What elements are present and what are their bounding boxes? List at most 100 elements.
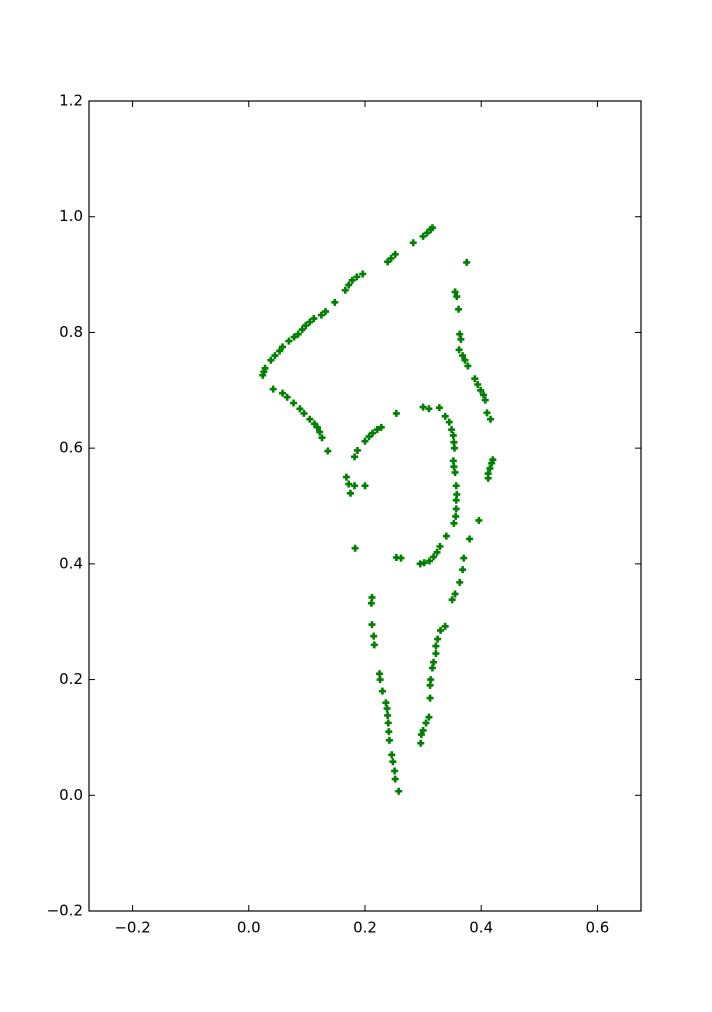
data-point — [316, 428, 324, 436]
y-tick-label: 0.8 — [59, 323, 83, 341]
data-point — [276, 347, 284, 355]
x-tick-label: 0.4 — [469, 919, 493, 937]
data-point — [389, 758, 397, 766]
data-point — [455, 346, 463, 354]
data-point — [434, 635, 442, 643]
plot-frame — [88, 100, 642, 912]
data-point — [484, 470, 492, 478]
data-point — [392, 553, 400, 561]
data-point — [391, 775, 399, 783]
data-point — [367, 599, 375, 607]
data-point — [436, 543, 444, 550]
data-point — [298, 326, 306, 334]
data-point — [306, 318, 314, 326]
data-point — [459, 566, 467, 574]
data-point — [428, 664, 436, 672]
data-point — [278, 389, 286, 397]
y-tick-label: 0.0 — [59, 786, 83, 804]
data-point — [383, 705, 391, 712]
data-point — [392, 409, 400, 417]
data-point — [425, 405, 433, 413]
data-point — [464, 362, 472, 370]
data-point — [457, 335, 465, 343]
data-point — [385, 736, 393, 744]
data-point — [419, 403, 427, 411]
data-point — [290, 333, 298, 341]
data-point — [310, 315, 318, 323]
data-point — [361, 482, 369, 490]
x-tick-label: −0.2 — [114, 919, 150, 937]
data-point — [450, 444, 458, 452]
data-point — [419, 232, 427, 240]
x-tick-label: 0.0 — [237, 919, 261, 937]
y-tick-label: 1.0 — [59, 207, 83, 225]
data-point — [376, 676, 384, 684]
data-point — [384, 711, 392, 719]
data-point — [351, 453, 359, 461]
data-point — [451, 468, 459, 476]
data-point — [345, 281, 353, 289]
data-point — [384, 719, 392, 727]
data-point — [302, 321, 310, 329]
data-point — [369, 429, 377, 437]
data-point — [324, 447, 332, 455]
data-point — [317, 311, 325, 319]
data-point — [487, 415, 495, 423]
data-point — [480, 391, 488, 399]
data-point — [391, 250, 399, 258]
data-point — [388, 751, 396, 759]
data-point — [449, 431, 457, 439]
data-point — [448, 426, 456, 434]
data-point — [459, 352, 467, 360]
y-tick-label: 0.4 — [59, 554, 83, 572]
data-point — [290, 399, 298, 407]
data-point — [283, 393, 291, 401]
data-point — [373, 426, 381, 434]
x-tick-label: 0.6 — [585, 919, 609, 937]
data-point — [269, 385, 277, 393]
data-point — [370, 641, 378, 649]
data-point — [426, 694, 434, 702]
data-point — [452, 505, 460, 513]
data-point — [417, 731, 425, 739]
data-point — [370, 632, 378, 640]
data-point — [306, 415, 314, 423]
data-point — [435, 404, 443, 412]
data-point — [430, 553, 438, 561]
data-point — [271, 352, 279, 360]
data-point — [368, 621, 376, 629]
data-point — [331, 298, 339, 306]
data-point — [378, 687, 386, 695]
data-point — [483, 409, 491, 417]
scatter-markers — [259, 224, 497, 795]
data-point — [300, 409, 308, 417]
data-point — [419, 726, 427, 734]
data-point — [391, 767, 399, 775]
data-point — [452, 512, 460, 520]
data-point — [342, 473, 350, 481]
data-point — [346, 489, 354, 497]
data-point — [432, 642, 440, 650]
data-point — [426, 681, 434, 689]
data-point — [361, 437, 369, 445]
data-point — [477, 386, 485, 394]
data-point — [285, 337, 293, 345]
data-point — [348, 276, 356, 284]
y-axis-tick-labels: −0.2 0.0 0.2 0.4 0.6 0.8 1.0 1.2 — [47, 92, 83, 920]
data-point — [341, 286, 349, 294]
data-point — [377, 423, 385, 431]
data-point — [351, 544, 359, 552]
x-tick-label: 0.2 — [353, 919, 377, 937]
data-point — [486, 464, 494, 472]
data-point — [278, 343, 286, 351]
data-point — [428, 224, 436, 232]
data-point — [318, 434, 326, 442]
data-point — [353, 446, 361, 454]
data-point — [385, 728, 393, 736]
data-point — [452, 496, 460, 504]
data-point — [395, 787, 403, 795]
data-point — [448, 596, 456, 604]
data-point — [463, 258, 471, 266]
data-point — [321, 308, 329, 316]
